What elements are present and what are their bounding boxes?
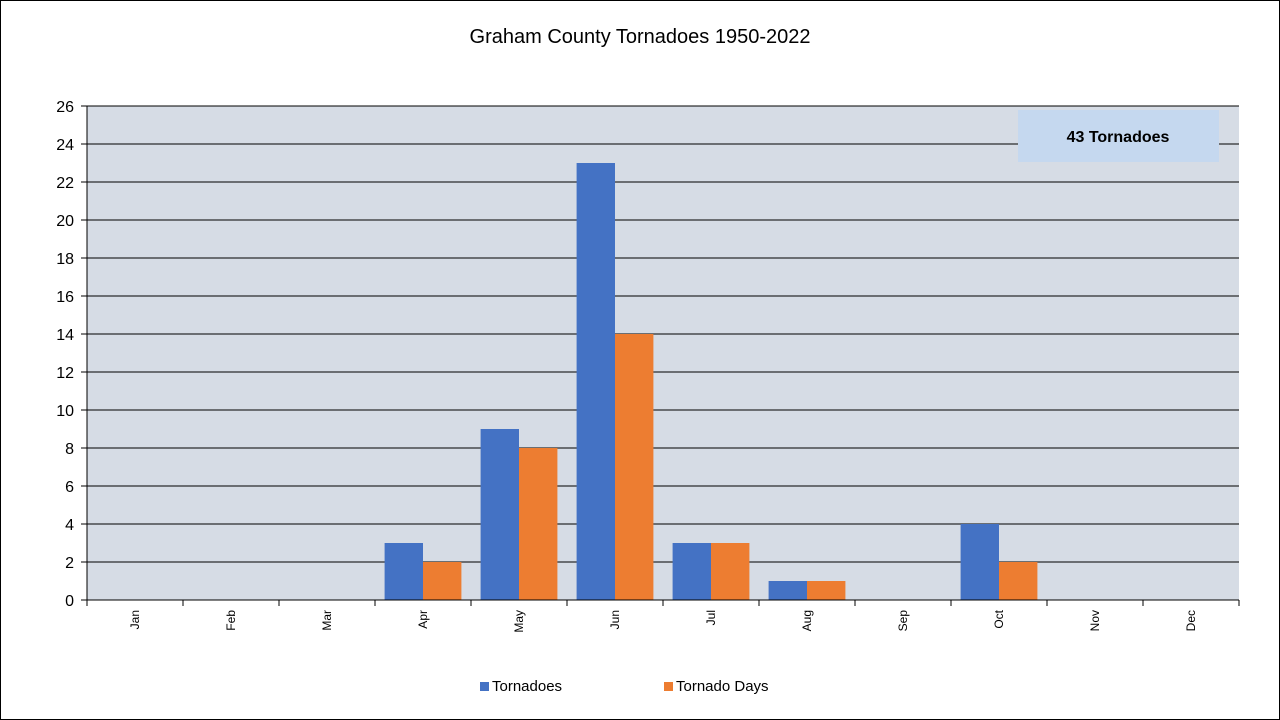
x-tick-label: Jun xyxy=(608,610,622,629)
bar-tornado-days-jul xyxy=(711,543,750,600)
x-tick-label: Jan xyxy=(128,610,142,629)
total-annotation-box xyxy=(1018,110,1219,162)
y-tick-label: 18 xyxy=(56,251,74,268)
x-tick-label: Feb xyxy=(224,610,238,631)
legend-item-tornadoes: Tornadoes xyxy=(480,678,562,695)
bar-tornadoes-aug xyxy=(768,581,807,600)
x-tick-label: Aug xyxy=(800,610,814,631)
x-tick-label: Mar xyxy=(320,610,334,631)
y-tick-label: 14 xyxy=(56,327,74,344)
gridlines xyxy=(87,105,1239,563)
legend-label: Tornado Days xyxy=(676,678,769,695)
legend-swatch xyxy=(480,682,489,691)
y-tick-label: 10 xyxy=(56,403,74,420)
y-tick-label: 16 xyxy=(56,289,74,306)
y-tick-label: 22 xyxy=(56,175,74,192)
x-tick-label: May xyxy=(512,610,526,633)
x-tick-label: Sep xyxy=(896,610,910,632)
bar-tornadoes-jun xyxy=(576,163,615,600)
y-tick-label: 4 xyxy=(65,517,74,534)
y-tick-label: 12 xyxy=(56,365,74,382)
bar-tornadoes-may xyxy=(480,429,519,600)
y-tick-label: 6 xyxy=(65,479,74,496)
y-tick-label: 20 xyxy=(56,213,74,230)
x-tick-label: Jul xyxy=(704,610,718,625)
bar-tornado-days-jun xyxy=(615,334,654,600)
chart-title: Graham County Tornadoes 1950-2022 xyxy=(469,26,811,48)
bar-tornado-days-oct xyxy=(999,562,1038,600)
legend-swatch xyxy=(664,682,673,691)
bar-tornado-days-apr xyxy=(423,562,462,600)
x-tick-label: Dec xyxy=(1184,610,1198,631)
x-axis: Jan Feb Mar Apr May Jun Jul Aug Sep Oct Nov Dec xyxy=(86,599,1240,633)
bar-tornadoes-jul xyxy=(672,543,711,600)
y-tick-label: 2 xyxy=(65,555,74,572)
y-tick-label: 24 xyxy=(56,137,74,154)
total-annotation: 43 Tornadoes xyxy=(1018,110,1219,162)
y-tick-label: 8 xyxy=(65,441,74,458)
legend: Tornadoes Tornado Days xyxy=(0,678,1280,698)
bar-tornado-days-aug xyxy=(807,581,846,600)
x-tick-label: Oct xyxy=(992,609,1006,628)
bar-tornado-days-may xyxy=(519,448,558,600)
legend-item-tornado-days: Tornado Days xyxy=(664,678,769,695)
bar-tornadoes-oct xyxy=(960,524,999,600)
bars xyxy=(384,163,1038,600)
x-tick-label: Apr xyxy=(416,610,430,629)
x-tick-label: Nov xyxy=(1088,610,1102,631)
plot-area xyxy=(87,106,1239,600)
bar-tornadoes-apr xyxy=(384,543,423,600)
y-tick-label: 0 xyxy=(65,593,74,610)
legend-label: Tornadoes xyxy=(492,678,563,695)
y-tick-label: 26 xyxy=(56,99,74,116)
total-annotation-label: 43 Tornadoes xyxy=(1067,129,1170,146)
